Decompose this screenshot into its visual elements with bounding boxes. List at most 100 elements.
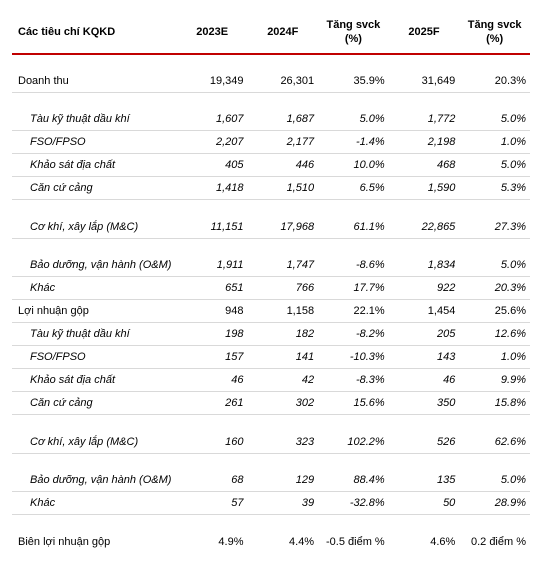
row-value: 1,834: [389, 254, 460, 277]
row-value: 198: [177, 323, 248, 346]
row-value: 27.3%: [459, 216, 530, 239]
row-value: 468: [389, 154, 460, 177]
row-value: 4.9%: [177, 531, 248, 553]
row-value: 5.0%: [318, 108, 389, 131]
row-value: 5.0%: [459, 254, 530, 277]
table-row: [12, 515, 530, 531]
header-2024: 2024F: [247, 12, 318, 54]
row-value: 143: [389, 346, 460, 369]
row-value: 10.0%: [318, 154, 389, 177]
row-label: Lợi nhuận gộp: [12, 300, 177, 323]
row-value: 4.4%: [247, 531, 318, 553]
row-label: Cơ khí, xây lắp (M&C): [12, 431, 177, 454]
row-value: 61.1%: [318, 216, 389, 239]
row-value: 1,747: [247, 254, 318, 277]
row-value: 35.9%: [318, 70, 389, 93]
row-value: 5.0%: [459, 154, 530, 177]
row-value: 651: [177, 277, 248, 300]
row-value: 9.9%: [459, 369, 530, 392]
row-value: 5.0%: [459, 108, 530, 131]
row-value: 62.6%: [459, 431, 530, 454]
table-row: Khảo sát địa chất4642-8.3%469.9%: [12, 369, 530, 392]
row-value: -1.4%: [318, 131, 389, 154]
row-value: 31,649: [389, 70, 460, 93]
row-value: -32.8%: [318, 492, 389, 515]
row-value: 302: [247, 392, 318, 415]
header-growth-2025: Tăng svck (%): [459, 12, 530, 54]
row-value: 205: [389, 323, 460, 346]
row-value: 6.5%: [318, 177, 389, 200]
row-value: 1,607: [177, 108, 248, 131]
row-value: 20.3%: [459, 70, 530, 93]
row-value: -8.6%: [318, 254, 389, 277]
row-value: 261: [177, 392, 248, 415]
row-value: 2,207: [177, 131, 248, 154]
row-value: 323: [247, 431, 318, 454]
table-row: [12, 54, 530, 70]
row-value: 17.7%: [318, 277, 389, 300]
row-value: 4.6%: [389, 531, 460, 553]
row-value: 1.0%: [459, 131, 530, 154]
row-label: Biên lợi nhuận gộp: [12, 531, 177, 553]
spacer-cell: [12, 238, 530, 254]
row-value: 141: [247, 346, 318, 369]
table-row: [12, 453, 530, 469]
table-row: [12, 92, 530, 108]
row-value: 350: [389, 392, 460, 415]
row-label: Tàu kỹ thuật dầu khí: [12, 108, 177, 131]
row-value: 19,349: [177, 70, 248, 93]
row-value: 1,418: [177, 177, 248, 200]
table-row: Bảo dưỡng, vận hành (O&M)1,9111,747-8.6%…: [12, 254, 530, 277]
table-row: [12, 415, 530, 431]
table-row: Biên lợi nhuận gộp4.9%4.4%-0.5 điểm %4.6…: [12, 531, 530, 553]
row-value: 68: [177, 469, 248, 492]
table-row: FSO/FPSO157141-10.3%1431.0%: [12, 346, 530, 369]
row-value: 2,177: [247, 131, 318, 154]
row-value: 182: [247, 323, 318, 346]
row-value: -8.2%: [318, 323, 389, 346]
row-value: 135: [389, 469, 460, 492]
row-value: 1,158: [247, 300, 318, 323]
row-value: 15.8%: [459, 392, 530, 415]
header-growth-2024: Tăng svck (%): [318, 12, 389, 54]
table-row: Lợi nhuận gộp9481,15822.1%1,45425.6%: [12, 300, 530, 323]
table-row: Tàu kỹ thuật dầu khí1,6071,6875.0%1,7725…: [12, 108, 530, 131]
row-value: 0.2 điểm %: [459, 531, 530, 553]
row-label: Cơ khí, xây lắp (M&C): [12, 216, 177, 239]
row-value: 1,510: [247, 177, 318, 200]
row-value: 39: [247, 492, 318, 515]
table-row: Khác65176617.7%92220.3%: [12, 277, 530, 300]
row-value: 5.3%: [459, 177, 530, 200]
row-value: 57: [177, 492, 248, 515]
row-label: FSO/FPSO: [12, 346, 177, 369]
row-value: 1.0%: [459, 346, 530, 369]
table-row: Khác5739-32.8%5028.9%: [12, 492, 530, 515]
row-value: -10.3%: [318, 346, 389, 369]
row-value: 25.6%: [459, 300, 530, 323]
row-value: 1,687: [247, 108, 318, 131]
row-value: -8.3%: [318, 369, 389, 392]
table-row: [12, 238, 530, 254]
table-row: Doanh thu19,34926,30135.9%31,64920.3%: [12, 70, 530, 93]
row-value: 20.3%: [459, 277, 530, 300]
row-value: 405: [177, 154, 248, 177]
row-value: -0.5 điểm %: [318, 531, 389, 553]
header-row: Các tiêu chí KQKD 2023E 2024F Tăng svck …: [12, 12, 530, 54]
row-label: FSO/FPSO: [12, 131, 177, 154]
row-value: 1,772: [389, 108, 460, 131]
row-label: Bảo dưỡng, vận hành (O&M): [12, 254, 177, 277]
row-value: 5.0%: [459, 469, 530, 492]
financial-table: Các tiêu chí KQKD 2023E 2024F Tăng svck …: [12, 12, 530, 553]
row-value: 129: [247, 469, 318, 492]
table-row: Căn cứ cảng26130215.6%35015.8%: [12, 392, 530, 415]
row-value: 160: [177, 431, 248, 454]
row-value: 42: [247, 369, 318, 392]
spacer-cell: [12, 515, 530, 531]
table-row: Cơ khí, xây lắp (M&C)160323102.2%52662.6…: [12, 431, 530, 454]
row-value: 46: [389, 369, 460, 392]
header-2023: 2023E: [177, 12, 248, 54]
row-value: 948: [177, 300, 248, 323]
row-value: 46: [177, 369, 248, 392]
row-value: 922: [389, 277, 460, 300]
row-label: Khác: [12, 277, 177, 300]
